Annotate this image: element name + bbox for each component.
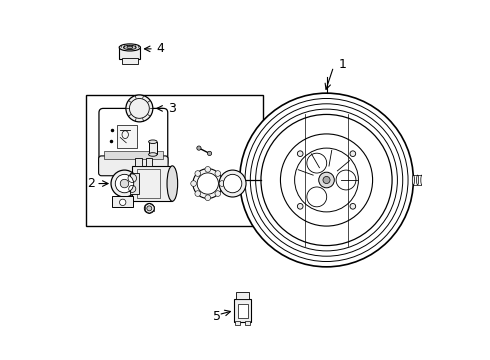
Bar bbox=[130, 173, 139, 194]
Circle shape bbox=[111, 170, 138, 197]
Text: 1: 1 bbox=[339, 58, 347, 71]
Circle shape bbox=[215, 191, 221, 197]
Circle shape bbox=[205, 167, 211, 172]
Circle shape bbox=[280, 134, 372, 226]
Circle shape bbox=[145, 203, 154, 213]
Text: 2: 2 bbox=[87, 177, 95, 190]
Bar bbox=[118, 125, 137, 148]
Bar bbox=[135, 158, 142, 166]
Ellipse shape bbox=[127, 46, 133, 49]
Bar bbox=[235, 321, 241, 325]
Circle shape bbox=[207, 151, 212, 156]
Bar bbox=[237, 292, 249, 299]
Text: 5: 5 bbox=[213, 310, 221, 323]
Circle shape bbox=[223, 174, 242, 193]
Circle shape bbox=[193, 168, 222, 198]
Bar bbox=[122, 58, 138, 64]
Bar bbox=[148, 142, 157, 154]
Circle shape bbox=[147, 206, 152, 211]
Circle shape bbox=[297, 151, 303, 157]
Circle shape bbox=[261, 114, 392, 246]
Bar bbox=[85, 95, 263, 226]
Ellipse shape bbox=[167, 166, 178, 201]
Circle shape bbox=[219, 170, 246, 197]
Circle shape bbox=[126, 95, 153, 122]
Bar bbox=[146, 158, 152, 166]
Ellipse shape bbox=[123, 45, 136, 50]
Ellipse shape bbox=[119, 44, 141, 51]
Bar bbox=[245, 321, 250, 325]
Bar bbox=[104, 151, 163, 159]
Circle shape bbox=[444, 189, 451, 196]
Bar bbox=[238, 304, 248, 318]
Text: 3: 3 bbox=[169, 102, 176, 115]
Circle shape bbox=[219, 181, 225, 186]
Bar bbox=[137, 169, 160, 198]
Text: 4: 4 bbox=[156, 42, 164, 55]
Circle shape bbox=[120, 199, 126, 206]
Ellipse shape bbox=[148, 153, 157, 156]
Ellipse shape bbox=[429, 175, 431, 185]
FancyBboxPatch shape bbox=[99, 108, 168, 167]
Circle shape bbox=[197, 146, 201, 150]
Ellipse shape bbox=[148, 140, 157, 144]
Ellipse shape bbox=[416, 175, 418, 185]
Bar bbox=[234, 299, 251, 322]
Circle shape bbox=[195, 191, 200, 197]
Bar bbox=[455, 170, 463, 190]
Circle shape bbox=[205, 195, 211, 201]
Circle shape bbox=[215, 171, 221, 176]
Circle shape bbox=[323, 176, 330, 184]
Circle shape bbox=[240, 93, 414, 267]
Bar bbox=[440, 161, 455, 199]
Ellipse shape bbox=[434, 175, 436, 185]
Circle shape bbox=[444, 164, 451, 171]
Bar bbox=[132, 166, 172, 201]
Circle shape bbox=[318, 172, 334, 188]
Circle shape bbox=[350, 203, 356, 209]
Circle shape bbox=[350, 151, 356, 157]
Ellipse shape bbox=[425, 175, 427, 185]
Circle shape bbox=[191, 181, 196, 186]
Circle shape bbox=[195, 171, 200, 176]
Ellipse shape bbox=[412, 175, 415, 185]
Bar bbox=[112, 196, 133, 207]
Circle shape bbox=[115, 174, 134, 193]
Circle shape bbox=[297, 203, 303, 209]
Bar bbox=[119, 48, 141, 59]
Circle shape bbox=[120, 179, 129, 188]
FancyBboxPatch shape bbox=[98, 156, 168, 176]
Ellipse shape bbox=[421, 175, 423, 185]
Circle shape bbox=[197, 173, 219, 194]
